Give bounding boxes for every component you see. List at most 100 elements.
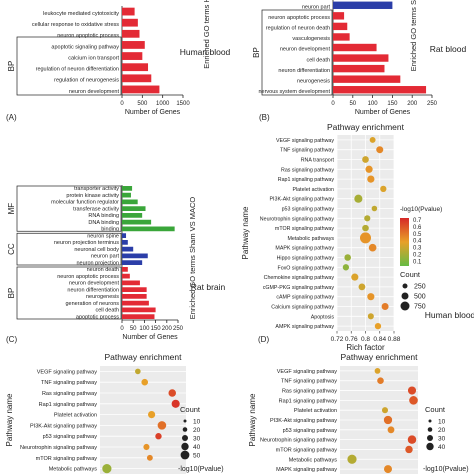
x-tick-label: 50 [349, 101, 356, 107]
pathway-label: TNF signaling pathway [280, 148, 334, 154]
group-label: BP [252, 47, 261, 58]
pathway-label: Rap1 signaling pathway [279, 398, 338, 404]
pathway-label: p53 signaling pathway [282, 207, 335, 213]
data-point [362, 224, 369, 232]
y-axis-title: Pathway name [5, 393, 14, 446]
bar [333, 64, 385, 73]
pathway-label: p53 signaling pathway [283, 428, 338, 434]
pathway-label: PI3K-Akt signaling pathway [270, 418, 337, 424]
bar-category-label: neuron development [69, 281, 120, 287]
pathway-label: Calcium signaling pathway [271, 305, 334, 311]
pathway-label: Neurotrophin signaling pathway [260, 216, 335, 222]
data-point [380, 185, 387, 193]
size-tick-label: 50 [193, 453, 201, 460]
size-legend-dot [181, 442, 189, 451]
x-axis-title: Rich factor [346, 343, 385, 352]
bar-category-label: neuron apoptotic process [57, 274, 119, 280]
bar [122, 213, 143, 218]
pathway-label: Hippo signaling pathway [277, 256, 335, 262]
pathway-label: p53 signaling pathway [43, 434, 98, 440]
x-tick-label: 1000 [156, 101, 170, 107]
bar-category-label: neuron differentiation [278, 68, 330, 74]
size-tick-label: 500 [414, 294, 426, 301]
data-point [381, 302, 389, 311]
bar-category-label: transporter activity [74, 186, 119, 192]
x-tick-label: 100 [139, 326, 150, 332]
side-label: Enriched GO terms Sham V... [409, 0, 418, 71]
x-tick-label: 0.8 [361, 336, 370, 343]
bar [122, 85, 160, 94]
bar-category-label: neuron projection terminus [54, 240, 119, 246]
panel-label: (A) [6, 113, 17, 122]
region-label: Rat brain [191, 282, 226, 292]
x-tick-label: 0.76 [345, 336, 358, 343]
pathway-label: Rap1 signaling pathway [39, 402, 98, 408]
data-point [367, 175, 375, 183]
group-bracket [16, 232, 122, 266]
color-legend-title: -log10(Pvalue) [423, 466, 469, 473]
bar [333, 75, 401, 83]
pathway-label: VEGF signaling pathway [277, 369, 337, 375]
data-point [384, 465, 392, 474]
bar [122, 192, 131, 198]
pathway-label: MAPK signaling pathway [275, 246, 334, 252]
bar-category-label: DNA binding [88, 220, 119, 226]
size-legend-dot [180, 450, 190, 460]
pathway-label: Ras signaling pathway [281, 167, 334, 173]
bar-category-label: neuron part [302, 4, 331, 10]
color-tick-label: 0.2 [413, 253, 422, 259]
bar-category-label: vasculogenesis [292, 36, 330, 42]
panel-label: (C) [6, 335, 17, 344]
bar-category-label: neuron apoptotic process [57, 33, 119, 39]
bar-category-label: neurogenesis [297, 78, 330, 84]
bar [122, 29, 140, 38]
bar [122, 233, 127, 238]
bar [122, 300, 149, 306]
x-tick-label: 0 [120, 326, 124, 332]
pathway-label: mTOR signaling pathway [276, 447, 338, 453]
bar-category-label: generation of neurons [65, 301, 119, 307]
color-tick-label: 0.6 [413, 225, 422, 231]
bar [122, 314, 155, 319]
size-tick-label: 10 [438, 419, 446, 426]
bar [122, 41, 145, 49]
bar-category-label: neuron differentiation [67, 287, 119, 293]
data-point [360, 232, 371, 244]
color-tick-label: 0.1 [413, 259, 422, 265]
y-axis-title: Pathway name [241, 206, 250, 259]
chart-title: Pathway enrichment [340, 352, 418, 362]
bar-category-label: regulation of neuron death [266, 26, 330, 32]
data-point [383, 415, 393, 425]
data-point [387, 426, 395, 434]
data-point [405, 445, 413, 454]
bar [122, 273, 130, 279]
x-tick-label: 0 [331, 101, 335, 107]
x-tick-label: 250 [173, 326, 184, 332]
bar [122, 267, 128, 272]
data-point [367, 313, 374, 320]
data-point [155, 433, 162, 440]
bar [122, 52, 143, 60]
pathway-label: VEGF signaling pathway [37, 369, 97, 375]
pathway-label: Platelet activation [294, 408, 337, 414]
data-point [374, 368, 381, 374]
data-point [365, 165, 373, 173]
bar-category-label: protein kinase activity [66, 193, 119, 199]
bar-category-label: apoptotic process [76, 314, 119, 320]
data-point [369, 136, 376, 143]
group-bracket [16, 36, 122, 96]
data-point [347, 454, 357, 464]
x-tick-label: 0.72 [331, 336, 344, 343]
bar-category-label: nervous system development [258, 89, 330, 95]
bar [122, 74, 152, 83]
region-label: Human blood [180, 47, 231, 57]
data-point [171, 399, 180, 408]
pathway-label: Ras signaling pathway [282, 389, 337, 395]
data-point [358, 283, 366, 291]
pathway-label: mTOR signaling pathway [275, 226, 334, 232]
data-point [168, 389, 177, 397]
data-point [407, 386, 417, 395]
bar [122, 206, 146, 211]
data-point [374, 322, 382, 330]
bar [333, 54, 389, 62]
